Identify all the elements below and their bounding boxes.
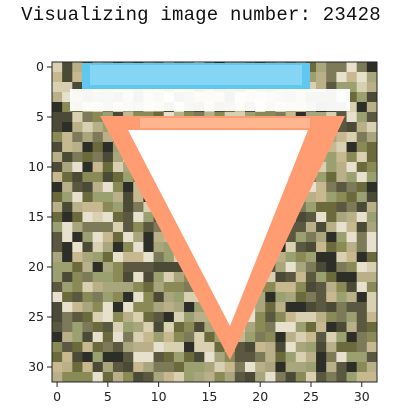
x-tick-label: 15 — [201, 389, 217, 404]
x-tick-label: 5 — [104, 389, 112, 404]
figure-title: Visualizing image number: 23428 — [21, 4, 381, 26]
x-tick-label: 30 — [354, 389, 370, 404]
x-tick-label: 10 — [151, 389, 167, 404]
x-tick-label: 20 — [252, 389, 268, 404]
sign-inner — [128, 130, 308, 326]
y-tick-label: 0 — [36, 59, 44, 74]
x-tick-label: 0 — [53, 389, 61, 404]
axes-frame — [51, 61, 378, 383]
axis-ticks: 0 5 10 15 20 25 30 0 5 10 15 20 25 30 — [28, 59, 370, 404]
y-tick-label: 30 — [28, 359, 44, 374]
y-tick-label: 5 — [36, 109, 44, 124]
y-tick-label: 20 — [28, 259, 44, 274]
yield-sign — [70, 63, 350, 360]
y-tick-label: 10 — [28, 159, 44, 174]
x-tick-label: 25 — [303, 389, 319, 404]
y-tick-label: 25 — [28, 309, 44, 324]
y-tick-label: 15 — [28, 209, 44, 224]
